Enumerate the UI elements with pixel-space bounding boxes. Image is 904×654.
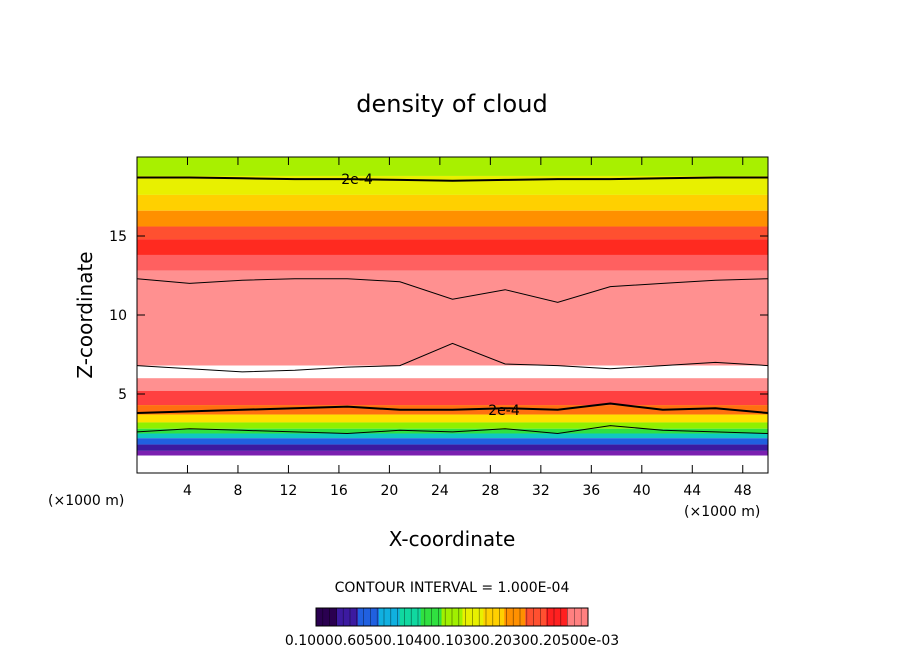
y-axis-ticks: 5 10 15 <box>109 229 768 403</box>
x-tick-label: 16 <box>330 483 348 499</box>
colorbar-swatch <box>316 608 338 626</box>
field-band <box>137 157 768 176</box>
contour-line <box>136 425 769 435</box>
colorbar-swatch <box>546 608 568 626</box>
field-band <box>137 254 768 271</box>
field-band <box>137 239 768 255</box>
x-axis-ticks: 4 8 12 16 20 24 28 32 36 40 44 48 <box>183 157 752 499</box>
field-band <box>137 455 768 473</box>
colorbar-swatch <box>567 608 589 626</box>
field-band <box>137 422 768 429</box>
colorbar-swatch <box>336 608 359 626</box>
colorbar-swatch <box>378 608 401 626</box>
contour-line <box>136 278 769 303</box>
colorbar-swatch <box>504 608 526 626</box>
contour-line <box>136 342 769 373</box>
colorbar-swatch <box>399 608 422 626</box>
colorbar <box>315 607 589 627</box>
field-band <box>137 390 768 406</box>
field-band <box>137 270 768 366</box>
x-unit-label-right: (×1000 m) <box>684 504 760 520</box>
x-tick-label: 36 <box>582 483 600 499</box>
x-unit-label-left: (×1000 m) <box>48 493 124 509</box>
field-band <box>137 194 768 211</box>
field-band <box>137 226 768 240</box>
colorbar-swatch <box>357 608 380 626</box>
x-tick-label: 48 <box>734 483 752 499</box>
x-tick-label: 12 <box>280 483 298 499</box>
colorbar-swatch <box>462 608 484 626</box>
contour-line <box>136 402 769 414</box>
y-tick-label: 15 <box>109 229 127 245</box>
x-tick-label: 20 <box>380 483 398 499</box>
field-band <box>137 450 768 456</box>
y-axis-label: Z-coordinate <box>73 251 97 378</box>
contour-lines <box>136 176 769 435</box>
contour-label: 2e-4 <box>488 403 520 419</box>
field-band <box>137 175 768 195</box>
x-tick-label: 28 <box>481 483 499 499</box>
contour-line <box>137 176 768 182</box>
heatmap-field <box>137 157 768 473</box>
field-band <box>137 378 768 391</box>
y-tick-label: 10 <box>109 308 127 324</box>
x-tick-label: 4 <box>183 483 192 499</box>
colorbar-frame <box>315 607 589 627</box>
field-band <box>137 428 768 434</box>
y-tick-label: 5 <box>118 387 127 403</box>
colorbar-swatch <box>483 608 505 626</box>
x-axis-label: X-coordinate <box>389 527 516 551</box>
x-tick-label: 40 <box>633 483 651 499</box>
field-band <box>137 433 768 439</box>
field-band <box>137 438 768 445</box>
field-band <box>137 210 768 227</box>
x-tick-label: 44 <box>683 483 701 499</box>
x-tick-label: 24 <box>431 483 449 499</box>
field-band <box>137 365 768 379</box>
x-tick-label: 8 <box>233 483 242 499</box>
colorbar-labels: 0.10000.60500.10400.10300.20300.20500e-0… <box>285 633 619 649</box>
x-tick-label: 32 <box>532 483 550 499</box>
colorbar-swatch <box>525 608 547 626</box>
contour-interval-text: CONTOUR INTERVAL = 1.000E-04 <box>335 580 570 596</box>
chart-title: density of cloud <box>356 90 547 118</box>
field-band <box>137 444 768 451</box>
field-band <box>137 414 768 423</box>
contour-label: 2e-4 <box>341 172 373 188</box>
